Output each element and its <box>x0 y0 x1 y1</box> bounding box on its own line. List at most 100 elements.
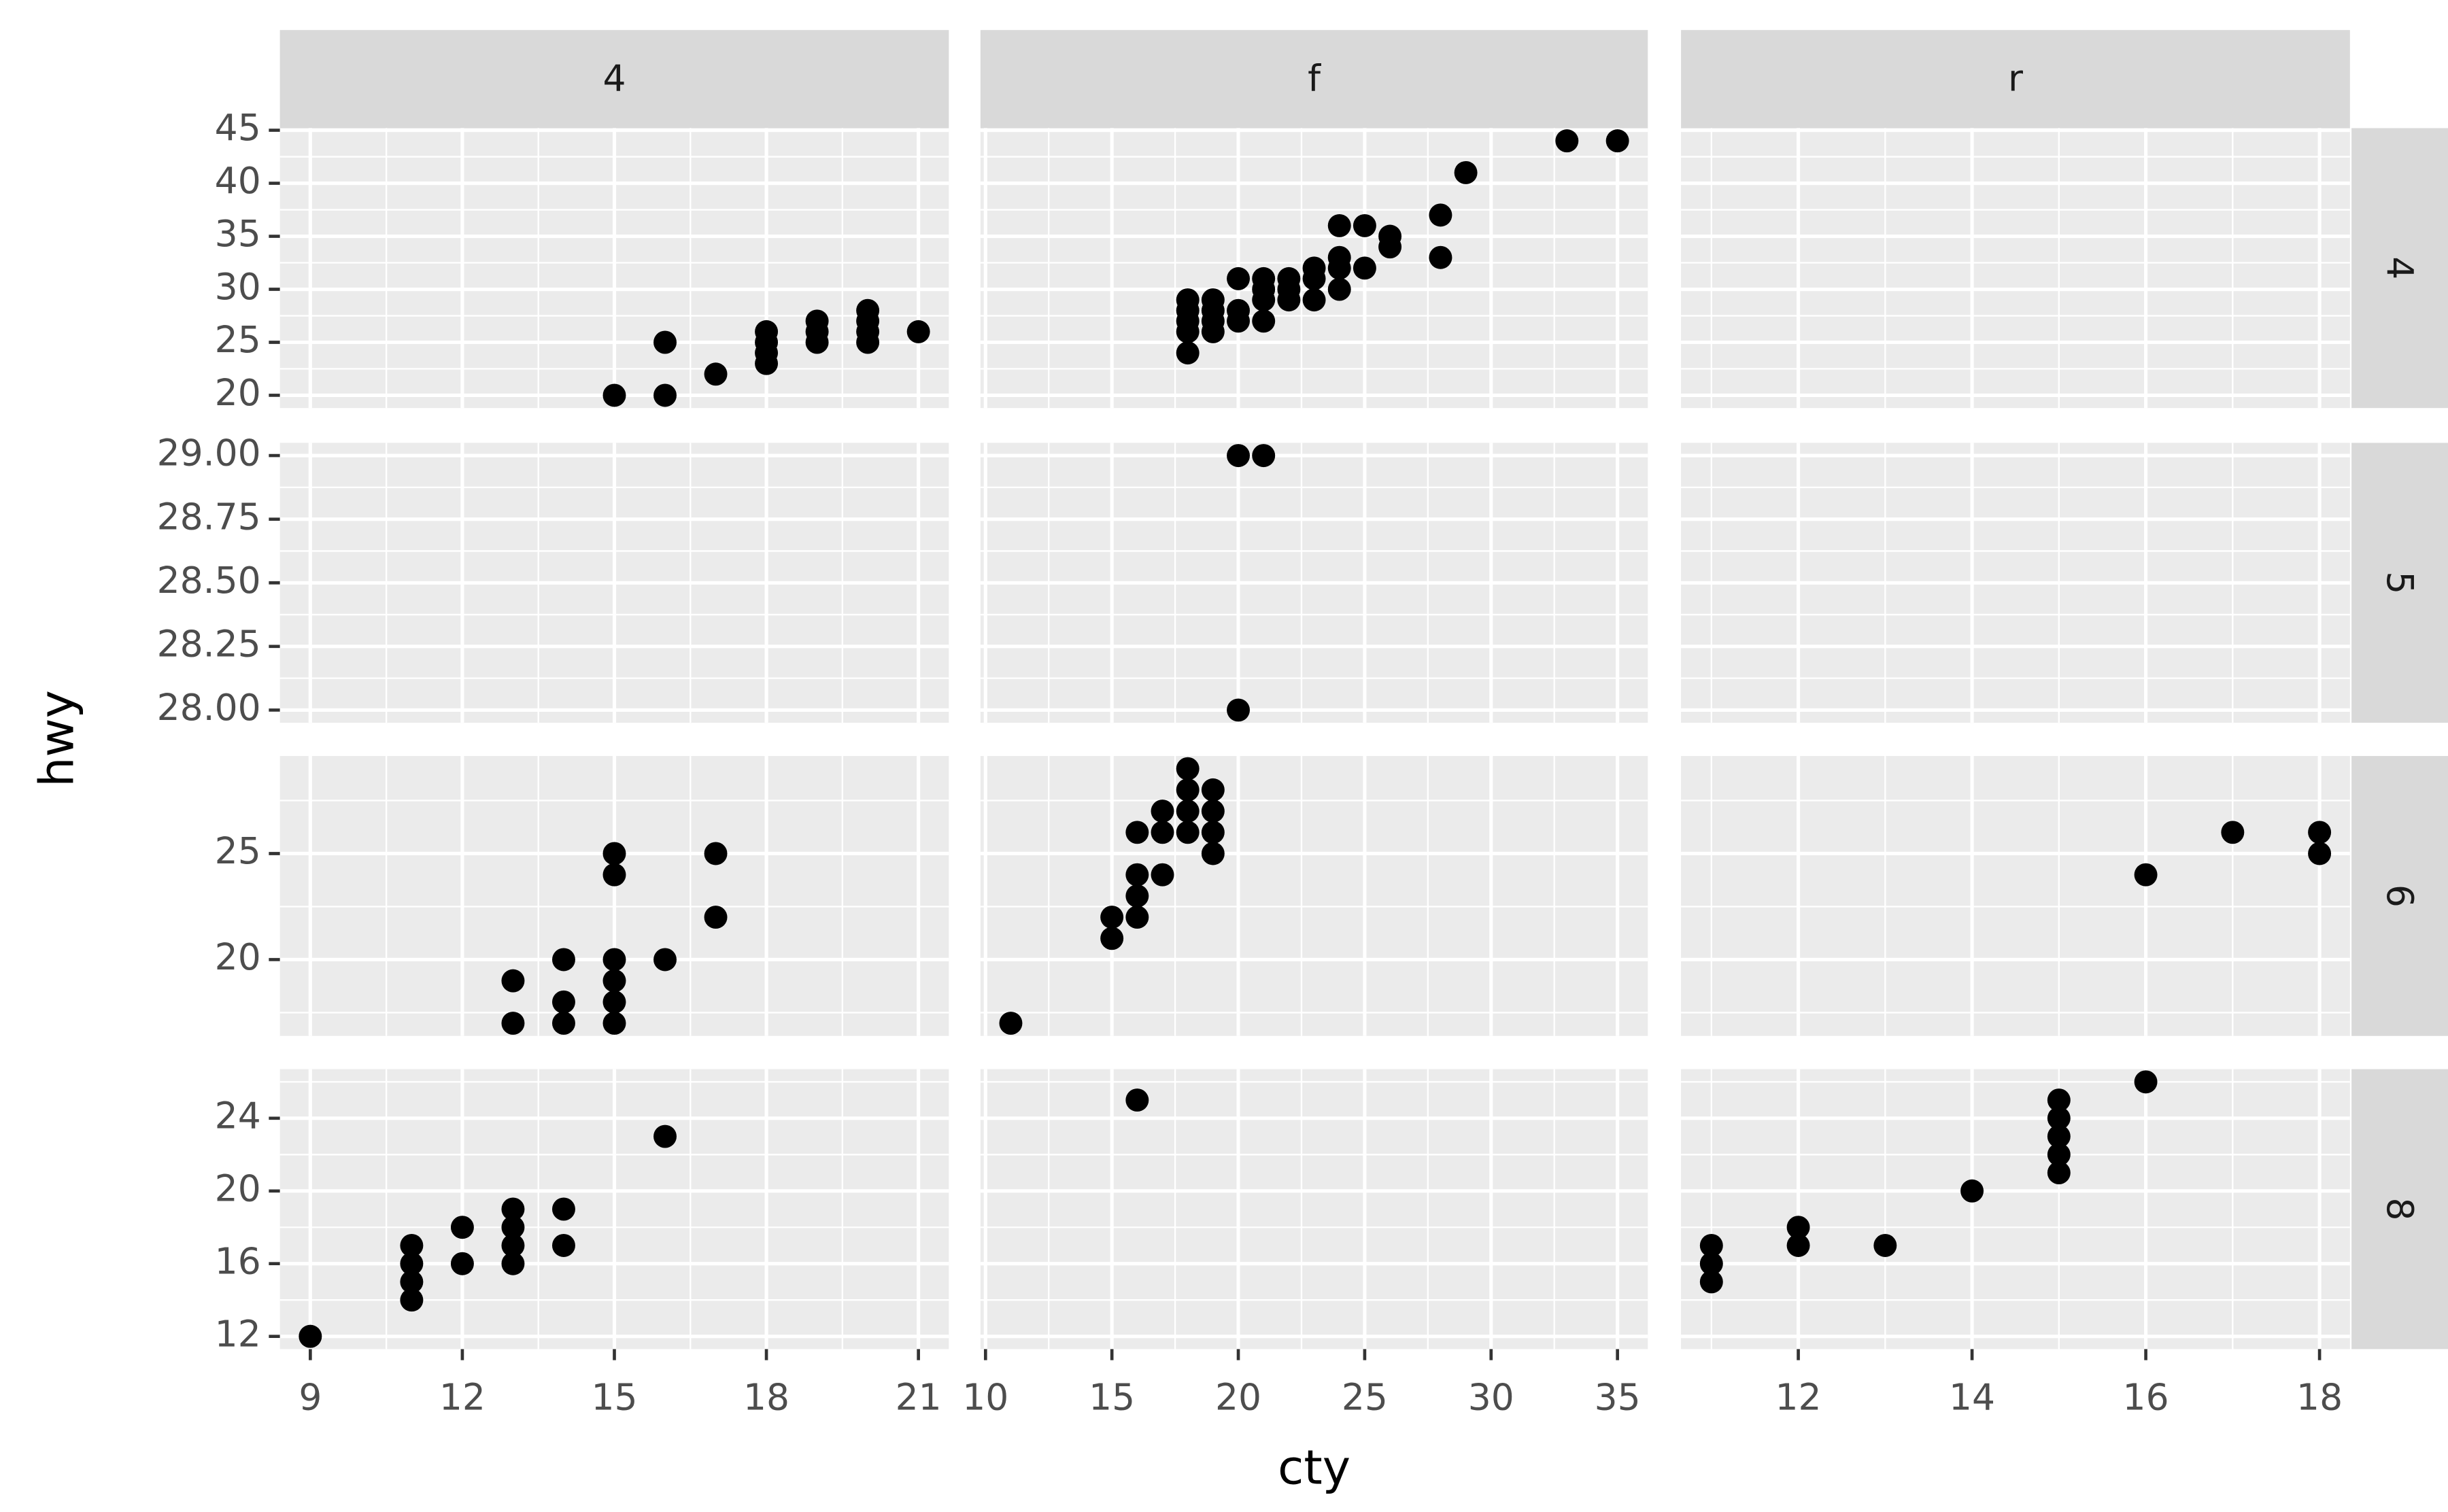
x-tick-label: 25 <box>1342 1375 1388 1418</box>
point <box>1873 1233 1897 1257</box>
strip-label: 5 <box>2379 571 2421 594</box>
point <box>653 383 677 407</box>
point <box>450 1252 474 1275</box>
y-tick-label: 24 <box>215 1094 261 1137</box>
point <box>1176 288 1200 312</box>
point <box>2047 1124 2071 1148</box>
point <box>1201 778 1225 802</box>
strip-background <box>279 30 949 128</box>
point <box>602 383 626 407</box>
point <box>1125 906 1149 929</box>
point <box>551 948 575 972</box>
point <box>856 298 880 322</box>
point <box>1125 821 1149 844</box>
point <box>653 948 677 972</box>
point <box>602 863 626 887</box>
point <box>1378 224 1402 248</box>
x-tick-label: 30 <box>1468 1375 1514 1418</box>
x-tick-label: 21 <box>896 1375 942 1418</box>
point <box>2308 821 2332 844</box>
point <box>602 948 626 972</box>
point <box>501 1216 525 1239</box>
panel-background <box>1681 1069 2350 1350</box>
point <box>1302 288 1326 312</box>
point <box>400 1233 424 1257</box>
point <box>1201 842 1225 865</box>
point <box>400 1288 424 1312</box>
point <box>1176 341 1200 365</box>
point <box>1252 267 1276 290</box>
point <box>299 1324 322 1348</box>
point <box>1699 1270 1723 1294</box>
y-tick-label: 35 <box>215 212 261 255</box>
y-tick-label: 25 <box>215 318 261 361</box>
y-tick-label: 16 <box>215 1239 261 1282</box>
strip-background <box>2351 443 2448 723</box>
point <box>2134 1070 2158 1094</box>
x-tick-label: 18 <box>2296 1375 2343 1418</box>
x-tick-label: 15 <box>591 1375 637 1418</box>
point <box>1125 1088 1149 1112</box>
point <box>1786 1216 1810 1239</box>
point <box>450 1216 474 1239</box>
point <box>602 842 626 865</box>
point <box>400 1270 424 1294</box>
point <box>2047 1143 2071 1167</box>
point <box>2047 1161 2071 1185</box>
y-tick-label: 30 <box>215 265 261 308</box>
y-tick-label: 25 <box>215 829 261 872</box>
point <box>1429 203 1452 227</box>
point <box>1252 444 1276 468</box>
x-tick-label: 20 <box>1215 1375 1261 1418</box>
point <box>1125 863 1149 887</box>
y-tick-label: 20 <box>215 1167 261 1209</box>
x-tick-label: 12 <box>439 1375 486 1418</box>
point <box>704 842 728 865</box>
strip-label: 6 <box>2379 884 2421 908</box>
panel-background <box>1681 128 2350 409</box>
strip-label: f <box>1308 56 1321 99</box>
x-tick-label: 18 <box>743 1375 789 1418</box>
point <box>501 1252 525 1275</box>
point <box>2047 1106 2071 1130</box>
strip-background <box>1681 30 2350 128</box>
point <box>1201 800 1225 823</box>
point <box>551 1233 575 1257</box>
point <box>2134 863 2158 887</box>
strip-background <box>2351 1069 2448 1350</box>
y-tick-label: 29.00 <box>157 432 261 475</box>
point <box>1201 288 1225 312</box>
point <box>602 990 626 1014</box>
y-axis-title: hwy <box>29 690 84 787</box>
y-tick-label: 28.75 <box>157 495 261 538</box>
point <box>1151 800 1174 823</box>
x-tick-label: 10 <box>962 1375 1008 1418</box>
point <box>602 969 626 993</box>
x-tick-label: 35 <box>1595 1375 1641 1418</box>
point <box>1327 277 1351 301</box>
point <box>906 320 930 343</box>
strip-label: 4 <box>2379 256 2421 279</box>
y-tick-label: 45 <box>215 106 261 149</box>
point <box>1100 927 1124 950</box>
point <box>1151 863 1174 887</box>
point <box>653 330 677 354</box>
panel-background <box>1681 756 2350 1036</box>
strip-label: 8 <box>2379 1197 2421 1220</box>
y-tick-label: 28.00 <box>157 686 261 729</box>
point <box>1100 906 1124 929</box>
point <box>1555 129 1579 153</box>
point <box>1252 309 1276 333</box>
x-tick-label: 16 <box>2123 1375 2169 1418</box>
point <box>1960 1179 1984 1203</box>
x-tick-label: 12 <box>1775 1375 1822 1418</box>
point <box>1227 444 1251 468</box>
panel-background <box>980 1069 1648 1350</box>
point <box>1277 267 1301 290</box>
point <box>501 1233 525 1257</box>
point <box>1786 1233 1810 1257</box>
y-tick-label: 12 <box>215 1312 261 1355</box>
point <box>602 1012 626 1035</box>
